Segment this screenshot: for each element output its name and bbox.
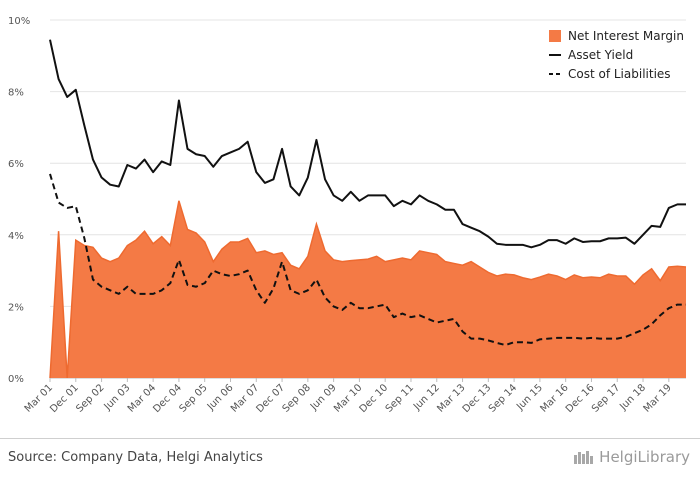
x-tick-label: Sep 11 xyxy=(384,382,416,414)
x-tick-label: Dec 04 xyxy=(151,382,184,415)
x-tick-label: Dec 13 xyxy=(461,382,494,415)
y-tick-label: 10% xyxy=(8,16,30,27)
series-area-edge xyxy=(49,200,687,379)
x-tick-label: Dec 16 xyxy=(564,382,597,415)
legend-swatch xyxy=(549,30,561,42)
brand-name: HelgiLibrary xyxy=(599,448,690,466)
y-tick-label: 0% xyxy=(8,374,24,385)
x-tick-label: Dec 07 xyxy=(254,382,287,415)
y-tick-label: 4% xyxy=(8,231,24,242)
series-area xyxy=(49,200,687,379)
y-tick-label: 6% xyxy=(8,159,24,170)
series-area-net-interest-margin xyxy=(50,200,686,378)
brand-logo: HelgiLibrary xyxy=(573,448,690,466)
legend-label: Cost of Liabilities xyxy=(568,67,671,81)
legend-label: Asset Yield xyxy=(568,48,633,62)
y-axis: 0% 2% 4% 6% 8% 10% xyxy=(8,16,30,385)
x-tick-label: Sep 17 xyxy=(590,382,622,414)
x-tick-label: Dec 10 xyxy=(358,382,391,415)
footer-divider xyxy=(0,438,700,439)
legend: Net Interest Margin Asset Yield Cost of Li… xyxy=(549,29,684,81)
legend-label: Net Interest Margin xyxy=(568,29,684,43)
x-tick-label: Sep 02 xyxy=(74,382,106,414)
y-tick-label: 8% xyxy=(8,88,24,99)
x-tick-label: Dec 01 xyxy=(48,382,81,415)
series-lines xyxy=(49,39,686,347)
x-tick-label: Sep 08 xyxy=(281,382,313,414)
x-tick-label: Sep 14 xyxy=(487,382,519,414)
library-icon xyxy=(574,451,594,464)
y-tick-label: 2% xyxy=(8,302,24,313)
x-tick-label: Mar 19 xyxy=(642,382,674,414)
series-line-cost-of-liabilities xyxy=(49,173,686,347)
x-tick-label: Sep 05 xyxy=(177,382,209,414)
series-line-asset-yield xyxy=(49,39,686,249)
source-note: Source: Company Data, Helgi Analytics xyxy=(8,450,263,465)
